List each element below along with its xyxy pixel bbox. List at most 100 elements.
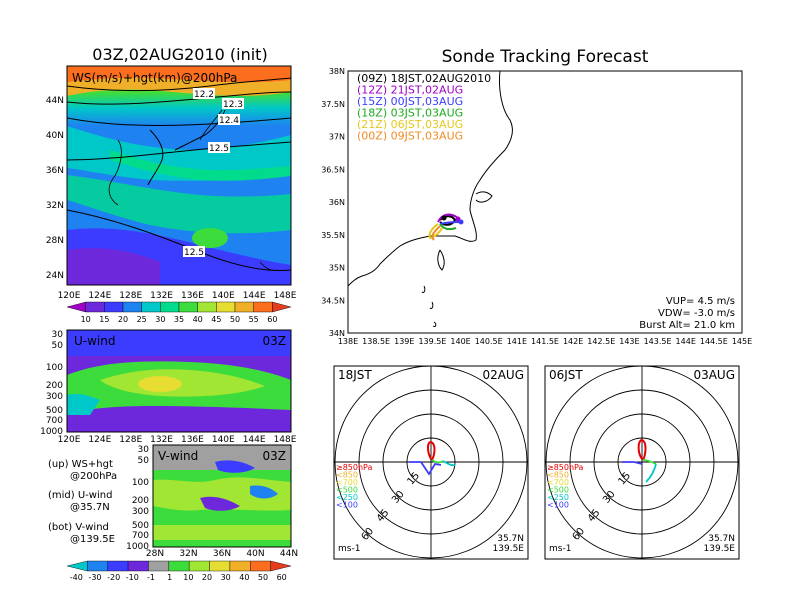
lon-tick-label: 145E — [732, 337, 752, 346]
level-legend-entry: <100 — [336, 501, 358, 510]
lon-tick-label: 144E — [243, 291, 266, 301]
colorbar-label: 10 — [81, 315, 91, 324]
colorbar-swatch — [148, 560, 170, 572]
u-wind-time: 03Z — [263, 334, 287, 348]
pressure-tick-label: 500 — [132, 521, 149, 531]
tracking-title: Sonde Tracking Forecast — [442, 47, 649, 67]
lon-tick-label: 138E — [338, 337, 358, 346]
legend-note-line1: (up) WS+hgt — [48, 459, 113, 470]
hodograph-rings — [334, 366, 528, 559]
v-wind-field — [153, 445, 291, 547]
hodograph-lat: 35.7N — [497, 534, 524, 544]
legend-note-line2: @139.5E — [70, 534, 115, 545]
launch-legend-entry: (09Z) 18JST,02AUG2010 — [357, 72, 491, 85]
pressure-tick-label: 30 — [52, 330, 64, 340]
colorbar-label: 45 — [211, 315, 221, 324]
lat-tick-label: 36N — [213, 549, 231, 559]
colorbar-swatch — [66, 560, 88, 572]
launch-legend-entry: (18Z) 03JST,03AUG — [357, 107, 463, 120]
lon-tick-label: 140E — [450, 337, 470, 346]
colorbar-swatch — [234, 301, 254, 313]
launch-legend-entry: (12Z) 21JST,02AUG — [357, 84, 463, 97]
contour-label: 12.3 — [223, 100, 243, 110]
hodograph-trace-mid — [431, 459, 444, 464]
colorbar-label: 30 — [221, 573, 231, 582]
pressure-tick-label: 500 — [46, 406, 63, 416]
lon-tick-label: 144.5E — [700, 337, 728, 346]
hodograph-trace-low — [427, 440, 436, 461]
lon-tick-label: 124E — [88, 291, 111, 301]
hodograph-time: 06JST — [549, 368, 583, 382]
level-legend-entry: ≥850hPa — [547, 463, 584, 472]
lat-tick-label: 36N — [46, 166, 64, 176]
lon-tick-label: 132E — [150, 291, 173, 301]
lon-tick-label: 144E — [676, 337, 696, 346]
colorbar-label: -1 — [147, 573, 155, 582]
pressure-tick-label: 100 — [46, 363, 63, 373]
colorbar-label: -10 — [126, 573, 139, 582]
colorbar-swatch — [270, 560, 292, 572]
hodograph-trace-mid — [642, 459, 657, 465]
colorbar-swatch — [250, 560, 271, 572]
colorbar-swatch — [87, 560, 108, 572]
ascent-rate: VUP= 4.5 m/s — [666, 296, 735, 307]
colorbar-swatch — [197, 301, 217, 313]
level-legend-entry: <500 — [547, 486, 569, 495]
hodograph-trace-top — [409, 461, 442, 476]
lon-tick-label: 139.5E — [418, 337, 446, 346]
lat-tick-label: 36N — [329, 198, 345, 207]
lat-tick-label: 34N — [329, 329, 345, 338]
level-legend-entry: <850 — [547, 471, 569, 480]
lon-tick-label: 144E — [243, 435, 266, 445]
level-legend-entry: <850 — [336, 471, 358, 480]
legend-note-line1: (mid) U-wind — [48, 490, 112, 501]
lat-tick-label: 37.5N — [321, 100, 345, 109]
launch-params: VUP= 4.5 m/s VDW= -3.0 m/s Burst Alt= 21… — [639, 296, 735, 331]
colorbar-swatch — [66, 301, 86, 313]
ws-lat-ticks: 44N 40N 36N 32N 28N 24N — [46, 96, 64, 281]
colorbar-swatch — [168, 560, 190, 572]
lon-tick-label: 138.5E — [362, 337, 390, 346]
lat-tick-label: 28N — [46, 236, 64, 246]
legend-note-line1: (bot) V-wind — [48, 522, 109, 533]
colorbar-label: 25 — [137, 315, 147, 324]
lat-tick-label: 36.5N — [321, 165, 345, 174]
pressure-tick-label: 1000 — [126, 542, 149, 552]
lon-tick-label: 124E — [88, 435, 111, 445]
lon-tick-label: 140E — [212, 435, 235, 445]
pressure-tick-label: 50 — [52, 341, 64, 351]
contour-label: 12.4 — [219, 116, 239, 126]
colorbar-swatch — [160, 301, 180, 313]
level-legend-entry: <250 — [547, 493, 569, 502]
lon-tick-label: 120E — [58, 435, 81, 445]
trajectories — [428, 213, 464, 241]
colorbar-label: -40 — [70, 573, 83, 582]
colorbar-swatch — [141, 301, 161, 313]
pressure-tick-label: 200 — [46, 381, 63, 391]
pressure-tick-label: 200 — [132, 496, 149, 506]
hodograph-units: ms-1 — [338, 544, 360, 554]
pressure-tick-label: 50 — [138, 456, 150, 466]
launch-legend-entry: (00Z) 09JST,03AUG — [357, 130, 463, 143]
contour-label: 12.5 — [209, 144, 229, 154]
tracking-lat-ticks: 38N 37.5N 37N 36.5N 36N 35.5N 35N 34.5N 34N — [321, 67, 345, 338]
colorbar-label: 1 — [167, 573, 172, 582]
hodograph-trace-upper — [645, 463, 657, 483]
pressure-tick-label: 300 — [46, 392, 63, 402]
pressure-tick-label: 700 — [132, 531, 149, 541]
colorbar-label: 55 — [249, 315, 259, 324]
lon-tick-label: 141E — [507, 337, 527, 346]
colorbar-label: 60 — [267, 315, 277, 324]
hodograph-time: 18JST — [338, 368, 372, 382]
colorbar-label: -20 — [107, 573, 120, 582]
tracking-lon-ticks: 138E 138.5E 139E 139.5E 140E 140.5E 141E 141.5E… — [338, 337, 752, 346]
lat-tick-label: 40N — [46, 131, 64, 141]
hodograph-lon: 139.5E — [493, 544, 525, 554]
lat-tick-label: 32N — [46, 201, 64, 211]
pressure-tick-label: 30 — [138, 445, 150, 455]
level-legend-entry: <100 — [547, 501, 569, 510]
level-legend-entry: <700 — [336, 478, 358, 487]
